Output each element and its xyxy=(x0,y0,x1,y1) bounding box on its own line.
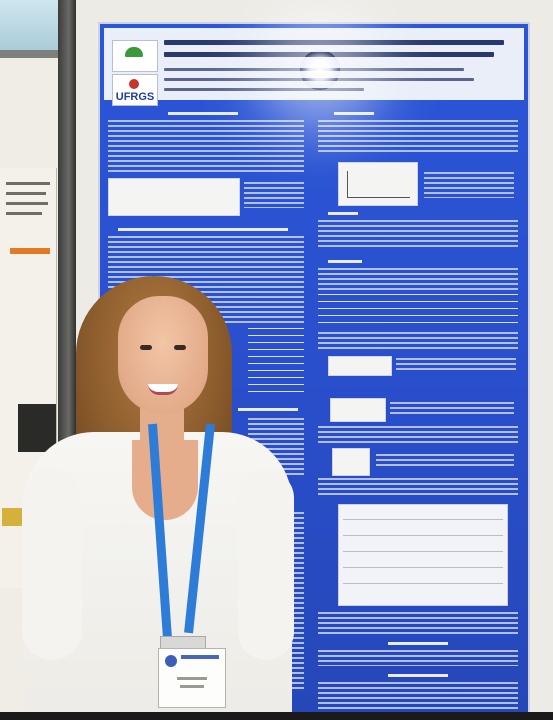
poster-equation xyxy=(330,398,386,422)
poster-text-block xyxy=(318,650,518,666)
neighbor-poster-text xyxy=(6,192,46,195)
person-neckline xyxy=(132,440,198,520)
poster-text-block xyxy=(318,612,518,634)
neighbor-poster-text xyxy=(6,202,48,205)
chart-gridline xyxy=(343,567,503,568)
neighbor-poster-accent xyxy=(10,248,50,254)
poster-section-heading xyxy=(328,212,358,215)
person-right-eye xyxy=(174,345,186,350)
poster-equation xyxy=(328,356,392,376)
poster-text-block xyxy=(244,182,304,208)
poster-section-heading xyxy=(388,674,448,677)
poster-section-heading xyxy=(388,642,448,645)
poster-equation xyxy=(332,448,370,476)
chart-gridline xyxy=(343,519,503,520)
poster-plot-figure xyxy=(338,162,418,206)
poster-text-block xyxy=(424,172,514,198)
image-bottom-edge xyxy=(0,712,553,720)
ufrgs-logo-text: UFRGS xyxy=(115,91,155,103)
poster-table xyxy=(318,294,518,324)
poster-plot-axes xyxy=(346,171,411,198)
poster-text-block xyxy=(318,478,518,498)
leaf-icon xyxy=(125,47,143,57)
poster-section-heading xyxy=(334,112,374,115)
poster-text-block xyxy=(318,268,518,290)
poster-text-block xyxy=(318,426,518,444)
neighbor-poster-image xyxy=(18,404,56,452)
poster-text-block xyxy=(390,402,514,416)
poster-table xyxy=(248,328,304,398)
badge-name-line xyxy=(180,685,204,688)
poster-section-heading xyxy=(168,112,238,115)
name-badge xyxy=(158,648,226,708)
person-right-arm xyxy=(238,470,294,660)
person-left-eye xyxy=(140,345,152,350)
institution-logo xyxy=(112,40,158,72)
ufrgs-logo: UFRGS xyxy=(112,74,158,106)
poster-title xyxy=(164,36,520,98)
poster-text-block xyxy=(318,220,518,250)
neighbor-poster-text xyxy=(6,212,42,215)
window xyxy=(0,0,62,52)
poster-section-heading xyxy=(238,408,298,411)
neighbor-poster-text xyxy=(6,182,50,185)
chart-gridline xyxy=(343,551,503,552)
poster-title-line xyxy=(164,40,504,45)
poster-section-heading xyxy=(118,228,288,231)
chart-gridline xyxy=(343,535,503,536)
chart-gridline xyxy=(343,583,503,584)
camera-flash-glare xyxy=(300,50,340,90)
poster-affiliation-line xyxy=(164,88,364,91)
crest-icon xyxy=(129,79,139,89)
badge-name-line xyxy=(177,677,207,680)
poster-section-heading xyxy=(328,260,362,263)
poster-text-block xyxy=(318,120,518,152)
person-face xyxy=(118,296,208,414)
poster-structure-figure xyxy=(108,178,240,216)
badge-logo-icon xyxy=(165,655,177,667)
poster-text-block xyxy=(376,454,514,468)
poster-text-block xyxy=(318,682,518,712)
person-smile xyxy=(148,384,178,395)
poster-text-block xyxy=(396,358,516,372)
badge-header xyxy=(181,655,219,659)
poster-results-chart xyxy=(338,504,508,606)
poster-text-block xyxy=(108,120,304,174)
neighbor-poster-sticker xyxy=(2,508,26,526)
window-frame xyxy=(0,50,62,58)
poster-text-block xyxy=(318,332,518,350)
person-left-arm xyxy=(22,470,82,660)
